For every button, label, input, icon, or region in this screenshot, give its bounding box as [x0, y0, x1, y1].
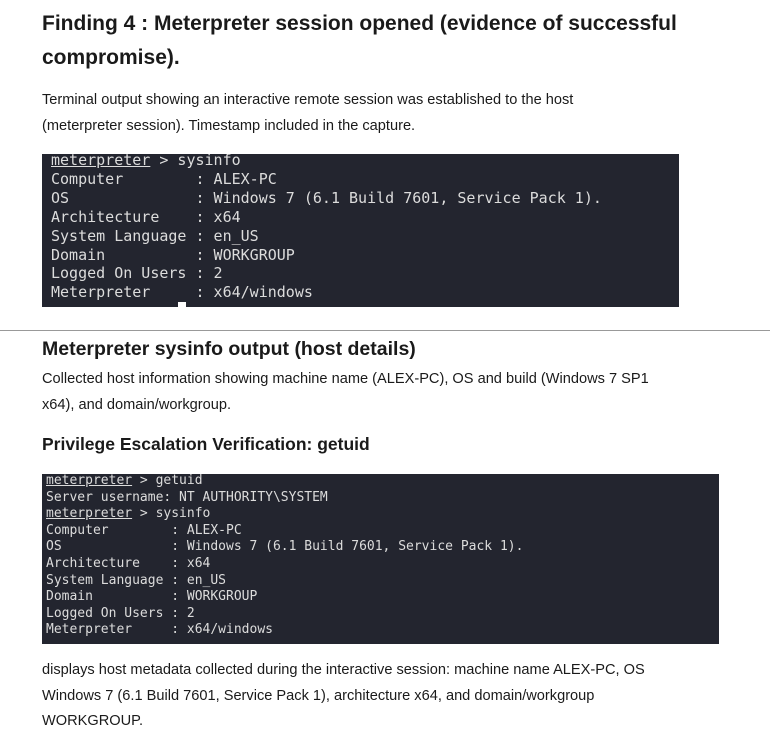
terminal-text: > sysinfo: [132, 506, 211, 522]
terminal-line: Architecture : x64: [51, 208, 241, 227]
terminal-line: meterpreter > getuid: [46, 474, 203, 490]
terminal-line: Domain : WORKGROUP: [51, 246, 295, 265]
terminal-line: Logged On Users : 2: [46, 606, 195, 623]
terminal-text: Logged On Users : 2: [46, 605, 195, 621]
terminal-text: Meterpreter : x64/windows: [46, 622, 273, 638]
paragraph: displays host metadata collected during …: [42, 662, 645, 678]
terminal-text: > getuid: [132, 474, 203, 488]
terminal-line: Architecture : x64: [46, 556, 210, 573]
terminal-text: Domain : WORKGROUP: [46, 589, 258, 605]
divider: [0, 330, 770, 331]
cursor: [178, 302, 186, 307]
heading: Finding 4 : Meterpreter session opened (…: [42, 12, 677, 35]
terminal-text: Server username: NT AUTHORITY\SYSTEM: [46, 489, 328, 505]
terminal-line: meterpreter > sysinfo: [51, 154, 241, 170]
prompt: meterpreter: [51, 154, 151, 169]
terminal-text: > sysinfo: [150, 154, 241, 169]
terminal-text: Domain : WORKGROUP: [51, 245, 295, 264]
terminal-text: Meterpreter : x64/windows: [51, 283, 313, 302]
prompt: meterpreter: [46, 474, 133, 488]
terminal-text: System Language : en_US: [46, 572, 227, 588]
terminal-line: meterpreter > sysinfo: [46, 506, 210, 523]
terminal-line: Domain : WORKGROUP: [46, 589, 257, 606]
terminal-line: System Language : en_US: [46, 573, 226, 590]
terminal-text: Logged On Users : 2: [51, 264, 223, 283]
heading: compromise).: [42, 46, 180, 69]
terminal-text: Computer : ALEX-PC: [46, 522, 242, 538]
terminal-text: Architecture : x64: [46, 556, 211, 571]
paragraph: WORKGROUP.: [42, 713, 144, 729]
heading: Meterpreter sysinfo output (host details…: [42, 338, 416, 360]
terminal-line: OS : Windows 7 (6.1 Build 7601, Service …: [51, 189, 602, 208]
terminal-text: System Language : en_US: [51, 226, 259, 245]
terminal: meterpreter > getuid Server username: NT …: [42, 474, 719, 644]
terminal-text: Computer : ALEX-PC: [51, 169, 277, 188]
terminal-text: Architecture : x64: [51, 207, 241, 226]
terminal-text: OS : Windows 7 (6.1 Build 7601, Service …: [51, 188, 602, 207]
heading: Privilege Escalation Verification: getui…: [42, 434, 370, 454]
terminal-line: Computer : ALEX-PC: [51, 170, 277, 189]
paragraph: Windows 7 (6.1 Build 7601, Service Pack …: [42, 688, 595, 704]
terminal-line: Logged On Users : 2: [51, 264, 223, 283]
terminal-line: Meterpreter : x64/windows: [51, 283, 313, 302]
terminal-line: Meterpreter : x64/windows: [46, 622, 273, 639]
terminal-line: OS : Windows 7 (6.1 Build 7601, Service …: [46, 539, 523, 556]
prompt: meterpreter: [46, 506, 133, 522]
paragraph: Terminal output showing an interactive r…: [42, 92, 574, 108]
paragraph: Collected host information showing machi…: [42, 371, 649, 387]
terminal-line: Server username: NT AUTHORITY\SYSTEM: [46, 490, 328, 507]
paragraph: x64), and domain/workgroup.: [42, 397, 232, 413]
terminal: meterpreter > sysinfo Computer : ALEX-PC O…: [42, 154, 679, 307]
paragraph: (meterpreter session). Timestamp include…: [42, 118, 416, 134]
terminal-line: Computer : ALEX-PC: [46, 523, 242, 540]
terminal-text: OS : Windows 7 (6.1 Build 7601, Service …: [46, 539, 524, 555]
terminal-line: System Language : en_US: [51, 227, 259, 246]
